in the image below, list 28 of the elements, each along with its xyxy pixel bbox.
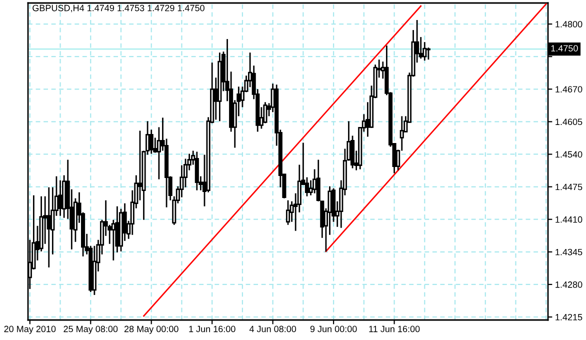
y-tick-label: 1.4280 [556,281,582,288]
x-tick-label: 28 May 00:00 [124,326,178,334]
candlestick [422,41,427,62]
x-tick-label: 1 Jun 16:00 [189,326,236,332]
ref-line-label: 1.4750 [551,45,578,52]
x-tick-label: 25 May 08:00 [64,326,118,334]
candlestick [46,186,51,268]
chart-title: GBPUSD,H4 1.4749 1.4753 1.4729 1.4750 [32,4,204,12]
candlestick [286,200,290,226]
x-tick-label: 11 Jun 16:00 [369,326,420,332]
candlestick [426,46,430,60]
x-tick-label: 20 May 2010 [4,326,56,334]
y-tick-label: 1.4475 [556,184,582,190]
candlestick [138,130,142,202]
x-tick-label: 9 Jun 00:00 [310,326,357,332]
y-tick-label: 1.4605 [556,118,582,126]
y-tick-label: 1.4800 [556,21,582,28]
y-tick-label: 1.4215 [556,314,582,320]
candlestick [304,176,309,197]
candlestick [149,129,154,154]
candlestick [194,151,199,191]
y-tick-label: 1.4410 [556,216,582,223]
x-tick-label: 4 Jun 08:00 [249,326,296,332]
y-tick-label: 1.4670 [556,86,582,92]
candlestick [58,180,62,217]
y-tick-label: 1.4540 [556,151,582,158]
y-tick-label: 1.4345 [556,248,582,256]
candlestick [111,219,116,262]
